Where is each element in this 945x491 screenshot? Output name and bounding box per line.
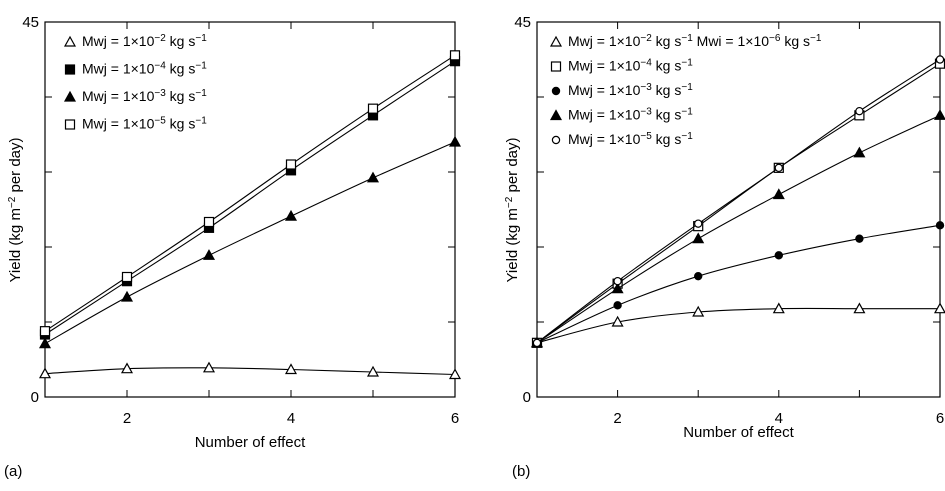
x-tick-label: 2 xyxy=(123,410,131,427)
data-point xyxy=(451,51,460,60)
data-point xyxy=(854,148,864,157)
data-point xyxy=(369,104,378,113)
legend-label: Mwj = 1×10−3 kg s−1 xyxy=(568,106,693,123)
data-point xyxy=(40,339,50,348)
x-axis-label: Number of effect xyxy=(195,434,306,451)
x-tick-label: 6 xyxy=(451,410,459,427)
data-point xyxy=(695,273,702,280)
series-a-3 xyxy=(40,137,460,348)
data-point xyxy=(936,56,943,63)
legend-marker xyxy=(552,87,559,94)
legend-label: Mwj = 1×10−2 kg s−1 xyxy=(82,33,207,50)
legend-label: Mwj = 1×10−4 kg s−1 xyxy=(82,60,207,77)
y-tick-label: 45 xyxy=(22,14,39,31)
data-point xyxy=(856,235,863,242)
series-b-5 xyxy=(533,56,943,347)
legend-marker xyxy=(552,62,561,71)
x-axis-label: Number of effect xyxy=(683,424,794,441)
series-b-3 xyxy=(533,222,943,347)
data-point xyxy=(122,292,132,301)
legend-label: Mwj = 1×10−5 kg s−1 xyxy=(82,115,207,132)
panel-label-a: (a) xyxy=(4,463,22,480)
data-point xyxy=(368,173,378,182)
series-b-1 xyxy=(532,304,945,347)
data-point xyxy=(695,220,702,227)
series-line xyxy=(45,142,455,344)
data-point xyxy=(205,218,214,227)
data-point xyxy=(123,273,132,282)
y-tick-label: 0 xyxy=(523,389,531,406)
legend-marker xyxy=(66,120,75,129)
legend-label: Mwj = 1×10−3 kg s−1 xyxy=(568,82,693,99)
legend-b: Mwj = 1×10−2 kg s−1 Mwi = 1×10−6 kg s−1 M… xyxy=(551,33,822,148)
data-point xyxy=(450,137,460,146)
legend-marker xyxy=(65,37,75,46)
data-point xyxy=(287,160,296,169)
legend-marker xyxy=(552,136,559,143)
legend-label: Mwj = 1×10−4 kg s−1 xyxy=(568,57,693,74)
x-tick-label: 2 xyxy=(613,410,621,427)
panel-label-b: (b) xyxy=(512,463,530,480)
x-tick-label: 6 xyxy=(936,410,944,427)
data-point xyxy=(936,222,943,229)
x-tick-label: 4 xyxy=(287,410,295,427)
y-axis-label: Yield (kg m−2 per day) xyxy=(7,137,25,282)
data-point xyxy=(204,250,214,259)
plot-frame-b xyxy=(537,22,940,397)
legend-marker xyxy=(551,111,561,120)
data-point xyxy=(775,252,782,259)
legend-marker xyxy=(65,92,75,101)
data-point xyxy=(693,234,703,243)
data-point xyxy=(286,211,296,220)
data-point xyxy=(775,164,782,171)
y-axis-label: Yield (kg m−2 per day) xyxy=(504,137,522,282)
legend-marker xyxy=(66,65,75,74)
series-line xyxy=(45,368,455,375)
data-point xyxy=(533,339,540,346)
legend-a: Mwj = 1×10−2 kg s−1 Mwj = 1×10−4 kg s−1 Mw… xyxy=(65,33,207,132)
legend-label: Mwj = 1×10−2 kg s−1 Mwi = 1×10−6 kg s−1 xyxy=(568,33,822,50)
legend-label: Mwj = 1×10−3 kg s−1 xyxy=(82,88,207,105)
plot-frame-a xyxy=(45,22,455,397)
chart-panel-a: 2 4 6 0 45 Number of effect Yield (kg m−2 per … xyxy=(7,14,461,451)
series-a-1 xyxy=(40,363,460,379)
y-tick-label: 0 xyxy=(31,389,39,406)
data-point xyxy=(41,327,50,336)
y-tick-label: 45 xyxy=(514,14,531,31)
data-point xyxy=(856,108,863,115)
data-point xyxy=(935,110,945,119)
data-point xyxy=(774,190,784,199)
data-point xyxy=(614,302,621,309)
legend-label: Mwj = 1×10−5 kg s−1 xyxy=(568,131,693,148)
data-point xyxy=(614,278,621,285)
legend-marker xyxy=(551,37,561,46)
series-line xyxy=(537,225,940,343)
